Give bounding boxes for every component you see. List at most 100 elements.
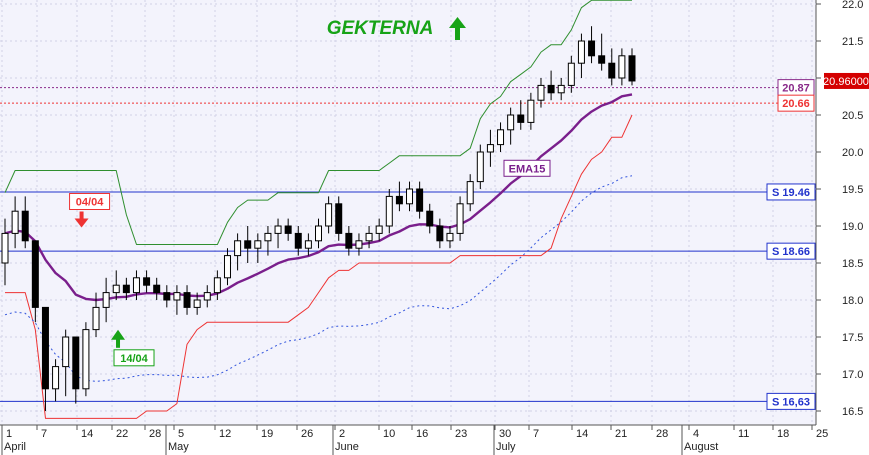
candle: [355, 233, 363, 256]
price-tag-label: 20.96000: [823, 76, 869, 88]
x-axis: 1 7 14 22 28 5 12 19 26 2 10 16 23 30 7 14 21 28 4 11 18 25 Ap…: [1, 425, 828, 455]
candle: [163, 285, 171, 308]
candle-up-body: [466, 181, 474, 205]
candle-down-body: [436, 225, 444, 242]
candle: [173, 285, 181, 315]
y-tick-label: 16.5: [842, 406, 863, 418]
candle-up-body: [446, 232, 454, 242]
candle-down-body: [416, 188, 424, 212]
candle: [132, 270, 140, 300]
x-tick-label: 22: [116, 428, 128, 440]
x-tick-label: 11: [738, 428, 749, 440]
x-tick-label: 18: [777, 428, 789, 440]
y-tick-label: 17.0: [842, 369, 863, 381]
candle-down-body: [21, 210, 29, 242]
candle: [62, 329, 70, 397]
y-tick-label: 19.0: [842, 221, 863, 233]
ref-label-frame: [777, 94, 815, 112]
candle-up-body: [375, 225, 383, 234]
candle-down-body: [345, 232, 353, 249]
x-tick-label: 30: [499, 428, 511, 440]
candle: [234, 233, 242, 271]
candle-up-body: [406, 188, 414, 205]
month-label: April: [4, 441, 26, 453]
lower-band-line: [5, 114, 633, 419]
candle: [628, 48, 636, 86]
y-tick-label: 21.5: [842, 36, 863, 48]
x-tick-label: 16: [416, 428, 428, 440]
ref-label: 20.87: [782, 83, 810, 95]
candle: [588, 26, 596, 64]
candle: [557, 78, 565, 101]
candle-up-body: [102, 292, 110, 308]
candle-up-body: [254, 240, 262, 249]
candle: [537, 78, 545, 108]
candle: [416, 181, 424, 219]
y-tick-label: 20.0: [842, 147, 863, 159]
candle-down-body: [628, 55, 636, 82]
candle-down-body: [183, 292, 191, 308]
candle: [466, 174, 474, 212]
candle-up-body: [557, 84, 565, 94]
month-label: August: [684, 441, 718, 453]
y-tick-label: 18.5: [842, 258, 863, 270]
month-label: July: [496, 441, 516, 453]
candle-up-body: [476, 151, 484, 183]
buy-signal: 14/04: [111, 329, 155, 367]
candle: [254, 233, 262, 263]
upper-band-line: [4, 0, 632, 245]
candle-up-body: [456, 203, 464, 234]
support-label-frame: [766, 392, 816, 410]
candle-up-body: [92, 306, 100, 331]
candle: [456, 196, 464, 241]
candle-up-body: [497, 129, 505, 146]
candle-down-body: [335, 203, 343, 234]
candle: [153, 277, 161, 300]
ref-label-box: 20.87: [777, 79, 815, 97]
y-tick-label: 17.5: [842, 332, 863, 344]
x-tick-label: 2: [339, 428, 345, 440]
buy-arrow-shaft: [116, 337, 121, 348]
candle-up-body: [325, 203, 333, 227]
candle-up-body: [62, 336, 70, 368]
candle: [294, 226, 302, 256]
candle-down-body: [41, 306, 49, 390]
candle: [244, 226, 252, 263]
candle-up-body: [173, 292, 181, 301]
sell-arrow-icon: [74, 211, 89, 228]
candle: [122, 277, 130, 300]
support-label-box: S 19.46: [766, 183, 816, 201]
candle: [365, 226, 373, 249]
support-levels: S 19.46 S 18.66 S 16,63 20.87 20.66: [0, 79, 816, 410]
sell-arrow-head: [74, 218, 89, 228]
x-tick-label: 1: [6, 428, 12, 440]
ema-label-frame: [503, 159, 551, 177]
candle-down-body: [395, 195, 403, 205]
x-tick-label: 5: [178, 428, 184, 440]
candle: [608, 48, 616, 86]
candle: [577, 33, 585, 78]
candle: [223, 248, 231, 286]
candle-up-body: [618, 55, 626, 79]
candle: [497, 122, 505, 152]
ema-label-box: EMA15: [503, 159, 551, 177]
candle: [395, 181, 403, 212]
x-tick-label: 14: [576, 428, 588, 440]
candle: [517, 100, 525, 130]
candle-up-body: [365, 232, 373, 242]
candle-up-body: [11, 210, 19, 234]
y-tick-label: 19.5: [842, 184, 863, 196]
candle: [213, 270, 221, 300]
month-label: May: [168, 441, 189, 453]
trailing-stop-line: [4, 175, 633, 382]
x-tick-label: 28: [149, 428, 161, 440]
candle: [52, 359, 60, 402]
candle-down-body: [31, 240, 39, 308]
candle: [304, 233, 312, 256]
x-tick-label: 10: [383, 428, 395, 440]
candle-down-body: [517, 114, 525, 123]
support-label-box: S 18.66: [766, 242, 816, 260]
candle-up-body: [223, 255, 231, 279]
ema-label: EMA15: [509, 163, 546, 175]
